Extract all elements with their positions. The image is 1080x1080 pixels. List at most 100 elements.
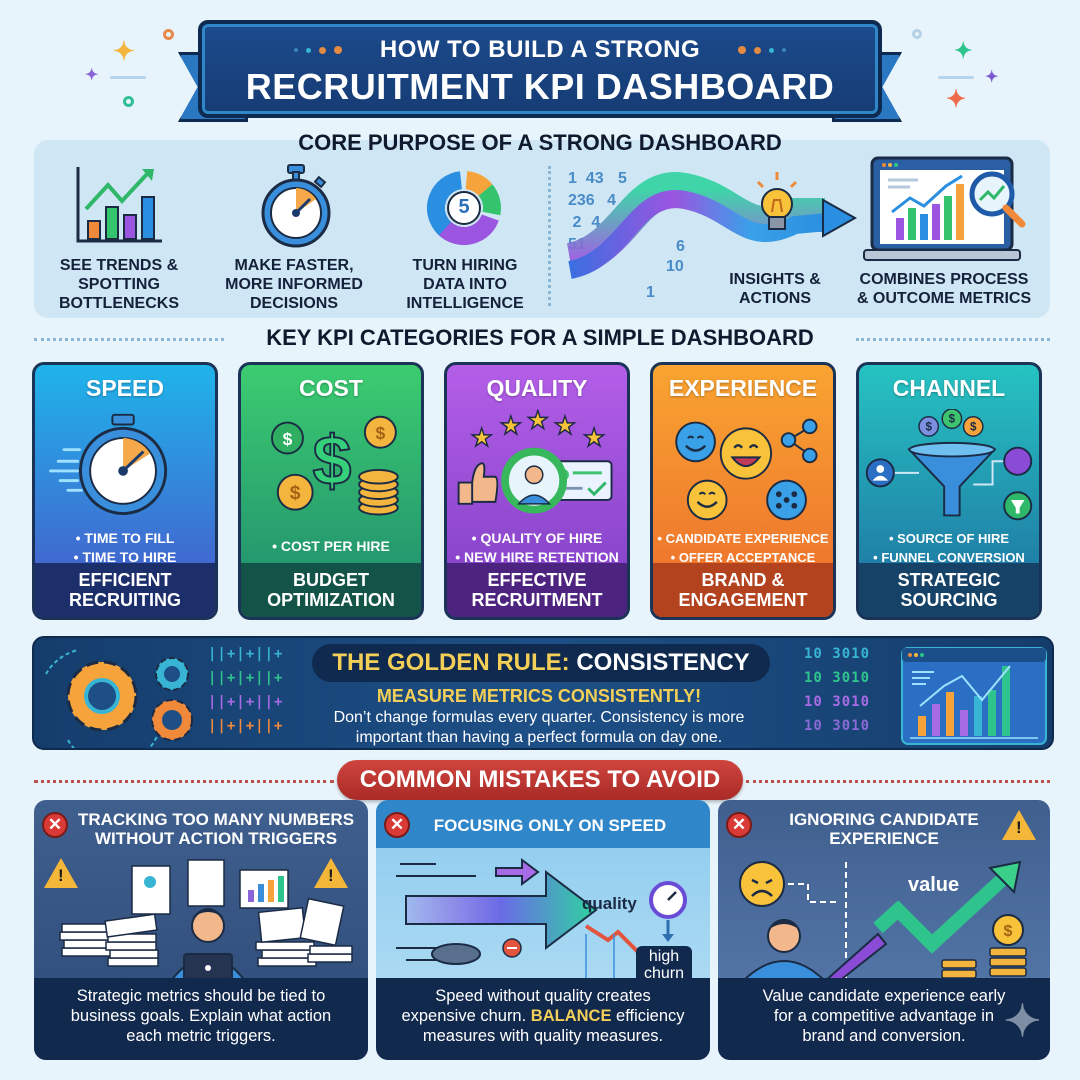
kpi-bullets: • COST PER HIRE [241, 537, 421, 556]
value-growth-icon: $ [739, 860, 1027, 982]
sparkle-icon: ✦ [954, 38, 973, 63]
mistake-description-line: brand and conversion. [802, 1027, 966, 1045]
kpi-footer-label: STRATEGIC [897, 570, 1001, 590]
dotted-divider [856, 338, 1050, 341]
mistake-description-line: for a competitive advantage in [773, 1007, 995, 1025]
churn-label: churn [643, 965, 685, 982]
sparkle-watermark-icon: ✦ [1004, 997, 1041, 1046]
mistake-description-line: Strategic metrics should be tied to [76, 987, 326, 1005]
core-item-label: ACTIONS [739, 290, 811, 307]
kpi-footer-label: RECRUITMENT [471, 590, 603, 610]
mistake-card-too-many-numbers: ✕ TRACKING TOO MANY NUMBERS WITHOUT ACTI… [34, 800, 368, 1060]
binary-marks: 10 3010 10 3010 10 3010 10 3010 [804, 642, 870, 738]
mistake-description-line: efficiency [611, 1007, 685, 1025]
data-number: 236 [568, 192, 595, 209]
core-item-combines: COMBINES PROCESS & OUTCOME METRICS [852, 270, 1036, 308]
svg-text:$: $ [925, 420, 932, 433]
core-item-label: DATA INTO [423, 276, 507, 293]
golden-rule-panel: ||+|+||+ ||+|+||+ ||+|+||+ ||+|+||+ THE … [32, 636, 1054, 750]
binary-row: 10 3010 [804, 670, 871, 686]
funnel-icon: $ $ $ [865, 409, 1033, 521]
golden-rule-body: Don’t change formulas every quarter. Con… [274, 708, 804, 748]
core-item-trends: SEE TRENDS & SPOTTING BOTTLENECKS [44, 256, 194, 313]
mistake-title-line: WITHOUT ACTION TRIGGERS [94, 829, 338, 848]
mistake-description: Value candidate experience early for a c… [718, 978, 1050, 1060]
mistake-title-line: TRACKING TOO MANY NUMBERS [77, 810, 355, 829]
mistake-card-speed-only: ✕ FOCUSING ONLY ON SPEED quality high ch… [376, 800, 710, 1060]
kpi-card-title: COST [299, 375, 363, 401]
binary-row: 10 3010 [804, 694, 871, 710]
core-item-label: COMBINES PROCESS [859, 271, 1029, 288]
error-icon: ✕ [384, 812, 410, 838]
core-item-label: INSIGHTS & [729, 271, 821, 288]
golden-rule-subtitle: MEASURE METRICS CONSISTENTLY! [376, 686, 702, 706]
gears-icon [45, 649, 193, 748]
kpi-bullet: • COST PER HIRE [272, 538, 390, 554]
mistake-description-line: business goals. Explain what action [70, 1007, 332, 1025]
quality-label: quality [582, 894, 637, 913]
data-number: 1 [646, 284, 655, 301]
data-number: 6 [676, 238, 685, 255]
core-item-intelligence: TURN HIRING DATA INTO INTELLIGENCE [390, 256, 540, 313]
core-item-label: MORE INFORMED [225, 276, 363, 293]
kpi-bullets: • TIME TO FILL • TIME TO HIRE [35, 529, 215, 567]
error-icon: ✕ [42, 812, 68, 838]
kpi-footer-label: ENGAGEMENT [678, 590, 808, 610]
paper-stacks-person-icon [59, 859, 353, 982]
golden-rule-text: important than having a perfect formula … [355, 729, 723, 746]
warning-icon: ! [44, 858, 78, 888]
kpi-card-title: SPEED [86, 375, 164, 401]
churn-label: high [648, 948, 680, 965]
tick-row: ||+|+||+ [208, 670, 284, 686]
sparkle-icon: ✦ [985, 69, 999, 86]
golden-rule-label: THE GOLDEN RULE: [332, 649, 570, 676]
mistake-title: TRACKING TOO MANY NUMBERS WITHOUT ACTION… [34, 810, 368, 848]
speed-arrow-churn-icon [396, 858, 687, 982]
kpi-footer-label: BUDGET [293, 570, 369, 590]
laptop-analytics-icon [863, 156, 1026, 261]
circle-decor-icon [123, 96, 134, 107]
svg-text:$: $ [970, 420, 977, 433]
warning-glyph: ! [1016, 818, 1022, 837]
value-label: value [908, 874, 960, 896]
kpi-card-footer: EFFECTIVE RECRUITMENT [447, 563, 627, 617]
circle-decor-icon [163, 29, 174, 40]
mistake-title-line: IGNORING CANDIDATE [789, 810, 979, 829]
title-line-1: HOW TO BUILD A STRONG [379, 36, 701, 63]
balance-highlight: BALANCE [530, 1007, 612, 1025]
kpi-card-footer: EFFICIENT RECRUITING [35, 563, 215, 617]
mistake-description-line: Speed without quality creates [435, 987, 651, 1005]
data-flow-arrow-icon [565, 172, 858, 279]
banner-dots-left [294, 46, 342, 54]
kpi-bullets: • QUALITY OF HIRE • NEW HIRE RETENTION [447, 529, 627, 567]
svg-text:★: ★ [583, 424, 606, 452]
mistakes-heading: COMMON MISTAKES TO AVOID [337, 760, 743, 800]
tick-row: ||+|+||+ [208, 718, 284, 734]
svg-text:★: ★ [527, 409, 550, 434]
kpi-bullet: • CANDIDATE EXPERIENCE [657, 531, 829, 546]
core-item-label: & OUTCOME METRICS [856, 290, 1032, 307]
core-item-label: TURN HIRING [412, 257, 518, 274]
kpi-card-title: QUALITY [486, 375, 588, 401]
kpi-card-title: CHANNEL [892, 375, 1006, 401]
binary-row: 10 3010 [804, 718, 871, 734]
kpi-bullet: • TIME TO FILL [75, 530, 175, 546]
data-number: 43 [585, 170, 604, 187]
data-number: 10 [666, 258, 684, 275]
mistake-card-candidate-experience: ✕ IGNORING CANDIDATE EXPERIENCE ! $ valu… [718, 800, 1050, 1060]
bar-chart-trend-icon [76, 167, 162, 243]
mistake-title: FOCUSING ONLY ON SPEED [376, 816, 710, 835]
lightbulb-icon [756, 172, 798, 230]
mistake-description-line: measures with quality measures. [422, 1027, 664, 1045]
mistake-description-line: each metric triggers. [126, 1027, 276, 1045]
dollar-coins-icon: $ $ $ $ [271, 415, 399, 516]
warning-icon: ! [1002, 810, 1036, 840]
svg-text:★: ★ [554, 412, 577, 440]
kpi-card-channel: CHANNEL $ $ $ • SOURCE OF HIRE • FUNNEL CO… [856, 362, 1042, 620]
binary-row: 10 3010 [804, 646, 871, 662]
sparkle-icon: ✦ [113, 36, 135, 66]
banner-dots-right [738, 46, 786, 54]
kpi-footer-label: EFFECTIVE [487, 570, 587, 590]
warning-glyph: ! [58, 866, 64, 885]
stopwatch-icon [261, 164, 331, 248]
